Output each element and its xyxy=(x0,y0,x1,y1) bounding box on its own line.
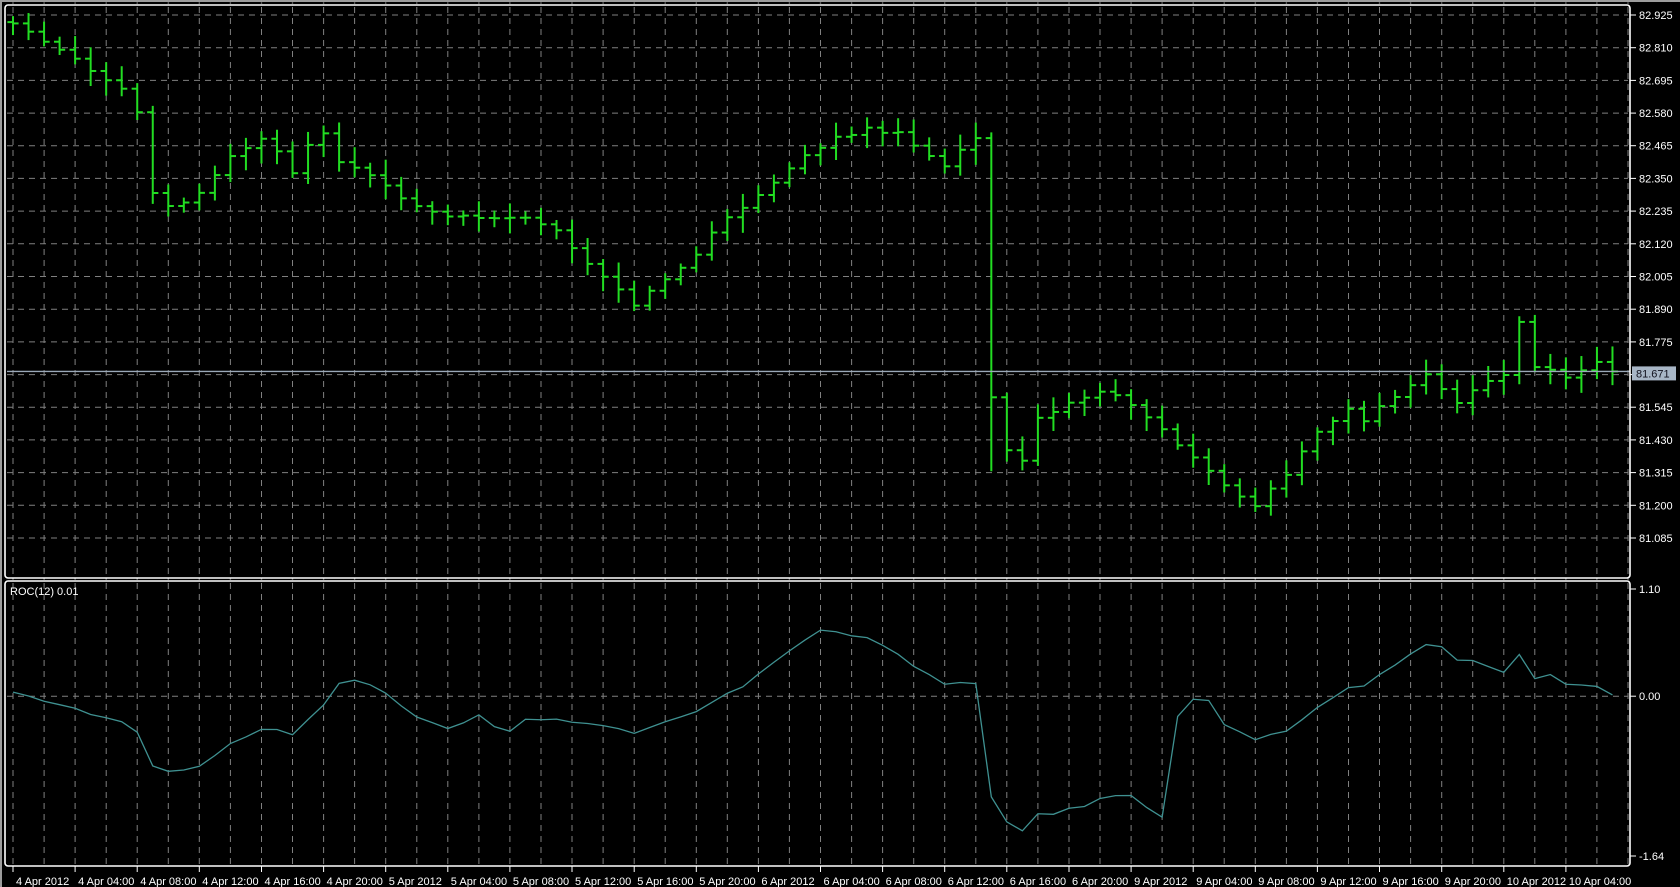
svg-text:82.465: 82.465 xyxy=(1639,141,1673,153)
svg-text:5 Apr 20:00: 5 Apr 20:00 xyxy=(699,876,755,887)
svg-text:9 Apr 20:00: 9 Apr 20:00 xyxy=(1445,876,1501,887)
svg-text:5 Apr 08:00: 5 Apr 08:00 xyxy=(513,876,569,887)
svg-text:82.120: 82.120 xyxy=(1639,239,1673,251)
svg-text:9 Apr 2012: 9 Apr 2012 xyxy=(1134,876,1187,887)
svg-text:9 Apr 16:00: 9 Apr 16:00 xyxy=(1383,876,1439,887)
svg-text:10 Apr 2012: 10 Apr 2012 xyxy=(1507,876,1566,887)
svg-text:82.695: 82.695 xyxy=(1639,75,1673,87)
svg-text:81.890: 81.890 xyxy=(1639,304,1673,316)
svg-text:81.315: 81.315 xyxy=(1639,468,1673,480)
svg-text:6 Apr 04:00: 6 Apr 04:00 xyxy=(824,876,880,887)
svg-text:81.200: 81.200 xyxy=(1639,500,1673,512)
svg-text:6 Apr 20:00: 6 Apr 20:00 xyxy=(1072,876,1128,887)
svg-text:81.545: 81.545 xyxy=(1639,402,1673,414)
svg-text:4 Apr 16:00: 4 Apr 16:00 xyxy=(265,876,321,887)
svg-text:82.580: 82.580 xyxy=(1639,108,1673,120)
svg-text:9 Apr 12:00: 9 Apr 12:00 xyxy=(1320,876,1376,887)
svg-text:82.810: 82.810 xyxy=(1639,43,1673,55)
svg-text:0.00: 0.00 xyxy=(1639,691,1660,703)
svg-text:6 Apr 08:00: 6 Apr 08:00 xyxy=(886,876,942,887)
svg-text:81.775: 81.775 xyxy=(1639,337,1673,349)
svg-text:4 Apr 08:00: 4 Apr 08:00 xyxy=(140,876,196,887)
svg-text:5 Apr 04:00: 5 Apr 04:00 xyxy=(451,876,507,887)
svg-text:81.085: 81.085 xyxy=(1639,533,1673,545)
svg-text:4 Apr 2012: 4 Apr 2012 xyxy=(16,876,69,887)
svg-text:9 Apr 04:00: 9 Apr 04:00 xyxy=(1196,876,1252,887)
svg-text:81.430: 81.430 xyxy=(1639,435,1673,447)
svg-text:10 Apr 04:00: 10 Apr 04:00 xyxy=(1569,876,1631,887)
svg-text:5 Apr 12:00: 5 Apr 12:00 xyxy=(575,876,631,887)
svg-text:4 Apr 12:00: 4 Apr 12:00 xyxy=(202,876,258,887)
svg-text:ROC(12) 0.01: ROC(12) 0.01 xyxy=(10,586,78,598)
svg-text:5 Apr 2012: 5 Apr 2012 xyxy=(389,876,442,887)
svg-text:1.10: 1.10 xyxy=(1639,584,1660,596)
svg-text:-1.64: -1.64 xyxy=(1639,851,1664,863)
svg-text:82.005: 82.005 xyxy=(1639,272,1673,284)
svg-text:9 Apr 08:00: 9 Apr 08:00 xyxy=(1258,876,1314,887)
svg-text:82.925: 82.925 xyxy=(1639,10,1673,22)
svg-text:4 Apr 04:00: 4 Apr 04:00 xyxy=(78,876,134,887)
svg-text:4 Apr 20:00: 4 Apr 20:00 xyxy=(327,876,383,887)
svg-text:5 Apr 16:00: 5 Apr 16:00 xyxy=(637,876,693,887)
svg-text:6 Apr 12:00: 6 Apr 12:00 xyxy=(948,876,1004,887)
svg-text:82.235: 82.235 xyxy=(1639,206,1673,218)
svg-text:6 Apr 16:00: 6 Apr 16:00 xyxy=(1010,876,1066,887)
svg-text:6 Apr 2012: 6 Apr 2012 xyxy=(761,876,814,887)
svg-text:81.671: 81.671 xyxy=(1636,368,1670,380)
svg-text:82.350: 82.350 xyxy=(1639,173,1673,185)
